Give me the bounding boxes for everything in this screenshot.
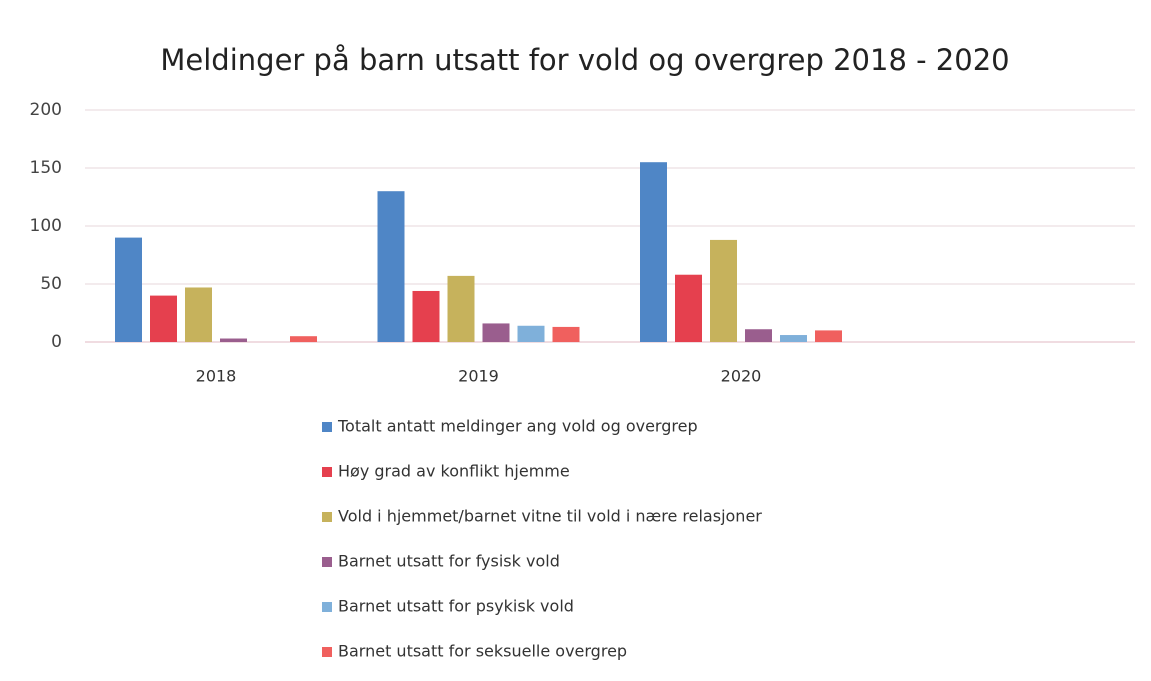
x-tick-label: 2020 [721, 367, 762, 386]
legend-label: Vold i hjemmet/barnet vitne til vold i n… [338, 507, 762, 526]
legend-label: Barnet utsatt for psykisk vold [338, 597, 574, 616]
bar [412, 290, 440, 342]
bar [675, 274, 702, 342]
y-tick-label: 100 [30, 216, 62, 236]
bar [377, 191, 405, 342]
y-tick-label: 50 [40, 274, 62, 294]
legend-swatch [322, 557, 332, 567]
bar [815, 330, 842, 342]
y-tick-label: 150 [30, 158, 62, 178]
legend-swatch [322, 467, 332, 477]
bar [115, 237, 142, 342]
legend-label: Totalt antatt meldinger ang vold og over… [337, 417, 698, 436]
legend-swatch [322, 512, 332, 522]
x-tick-label: 2018 [196, 367, 237, 386]
y-tick-label: 0 [51, 332, 62, 352]
bar [290, 336, 317, 342]
legend-swatch [322, 422, 332, 432]
bar [745, 329, 772, 342]
bar [552, 326, 580, 342]
chart-title: Meldinger på barn utsatt for vold og ove… [160, 43, 1009, 77]
bar [220, 338, 247, 342]
legend-swatch [322, 602, 332, 612]
legend-label: Høy grad av konflikt hjemme [338, 462, 570, 481]
bar [150, 295, 177, 342]
legend-label: Barnet utsatt for seksuelle overgrep [338, 642, 627, 661]
bar [710, 239, 737, 342]
legend-label: Barnet utsatt for fysisk vold [338, 552, 560, 571]
bar [640, 162, 667, 342]
bar [780, 335, 807, 342]
bar [517, 325, 545, 342]
legend-swatch [322, 647, 332, 657]
bar [482, 323, 510, 342]
bar [447, 275, 475, 342]
y-tick-label: 200 [30, 100, 62, 120]
x-tick-label: 2019 [458, 367, 499, 386]
bar [185, 287, 212, 342]
